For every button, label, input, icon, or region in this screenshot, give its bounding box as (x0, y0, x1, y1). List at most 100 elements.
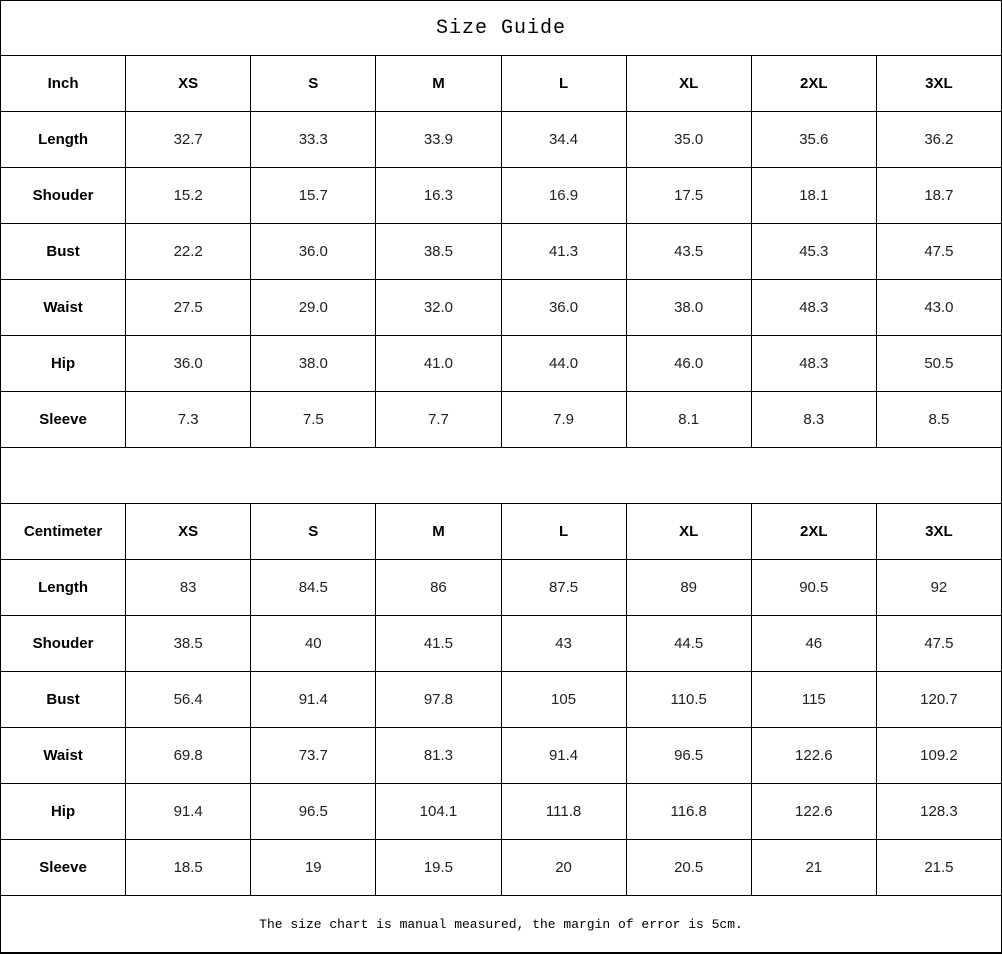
size-header-cell: 2XL (752, 56, 877, 111)
value-cell: 47.5 (924, 635, 954, 652)
value-cell: 7.3 (126, 392, 252, 447)
measure-label-cell: Length (1, 560, 127, 615)
size-header-cell: L (502, 504, 627, 559)
value-cell: 38.0 (251, 336, 377, 391)
measurement-row: Waist 27.5 29.0 32.0 36.0 38.0 48.3 43.0 (1, 280, 1001, 336)
measure-label-cell: Sleeve (1, 840, 127, 895)
value-cell: 8.3 (752, 392, 877, 447)
value-cell: 19.5 (376, 840, 502, 895)
value-cell: 22.2 (126, 224, 252, 279)
measure-label-cell: Sleeve (1, 392, 127, 447)
value-cell: 8.5 (928, 411, 950, 428)
value-cell: 44.0 (502, 336, 627, 391)
value-cell: 91.4 (502, 728, 627, 783)
value-cell: 122.6 (752, 728, 877, 783)
value-cell: 33.3 (251, 112, 377, 167)
unit-header-cell: Inch (1, 56, 127, 111)
value-cell: 81.3 (376, 728, 502, 783)
measurement-row: Hip 36.0 38.0 41.0 44.0 46.0 48.3 50.5 (1, 336, 1001, 392)
value-cell: 36.0 (126, 336, 252, 391)
value-cell: 111.8 (502, 784, 627, 839)
value-cell: 38.5 (376, 224, 502, 279)
value-cell: 69.8 (126, 728, 252, 783)
value-cell: 56.4 (126, 672, 252, 727)
value-cell: 18.1 (752, 168, 877, 223)
value-cell: 120.7 (920, 691, 958, 708)
size-header-cell: M (376, 504, 502, 559)
value-cell: 35.0 (627, 112, 752, 167)
value-cell: 91.4 (126, 784, 252, 839)
value-cell: 90.5 (752, 560, 877, 615)
measurement-row: Bust 22.2 36.0 38.5 41.3 43.5 45.3 47.5 (1, 224, 1001, 280)
inch-table: Inch XS S M L XL 2XL 3XL Length 32.7 33.3 33.9 34.4 3… (1, 56, 1001, 448)
unit-header-cell: Centimeter (1, 504, 127, 559)
value-cell: 41.5 (376, 616, 502, 671)
measurement-row: Hip 91.4 96.5 104.1 111.8 116.8 122.6 128.3 (1, 784, 1001, 840)
value-cell: 20 (502, 840, 627, 895)
size-header-cell: L (502, 56, 627, 111)
size-header-cell: 2XL (752, 504, 877, 559)
value-cell: 86 (376, 560, 502, 615)
value-cell: 38.0 (627, 280, 752, 335)
value-cell: 20.5 (627, 840, 752, 895)
value-cell: 36.2 (924, 131, 954, 148)
value-cell: 104.1 (376, 784, 502, 839)
measurement-row: Sleeve 18.5 19 19.5 20 20.5 21 21.5 (1, 840, 1001, 896)
value-cell: 17.5 (627, 168, 752, 223)
value-cell: 18.5 (126, 840, 252, 895)
value-cell: 110.5 (627, 672, 752, 727)
section-spacer (1, 448, 1001, 504)
measurement-row: Sleeve 7.3 7.5 7.7 7.9 8.1 8.3 8.5 (1, 392, 1001, 448)
value-cell: 73.7 (251, 728, 377, 783)
size-header-cell: 3XL (925, 523, 953, 540)
size-header-cell: XL (627, 56, 752, 111)
value-cell: 16.3 (376, 168, 502, 223)
value-cell: 21.5 (924, 859, 954, 876)
size-header-cell: XS (126, 56, 252, 111)
value-cell: 109.2 (920, 747, 958, 764)
value-cell: 44.5 (627, 616, 752, 671)
value-cell: 46 (752, 616, 877, 671)
value-cell: 84.5 (251, 560, 377, 615)
measurement-row: Length 83 84.5 86 87.5 89 90.5 92 (1, 560, 1001, 616)
value-cell: 48.3 (752, 280, 877, 335)
value-cell: 29.0 (251, 280, 377, 335)
value-cell: 91.4 (251, 672, 377, 727)
value-cell: 105 (502, 672, 627, 727)
value-cell: 83 (126, 560, 252, 615)
value-cell: 16.9 (502, 168, 627, 223)
value-cell: 34.4 (502, 112, 627, 167)
size-header-cell: S (251, 504, 377, 559)
value-cell: 33.9 (376, 112, 502, 167)
measurement-row: Waist 69.8 73.7 81.3 91.4 96.5 122.6 109.2 (1, 728, 1001, 784)
value-cell: 43.5 (627, 224, 752, 279)
value-cell: 32.0 (376, 280, 502, 335)
value-cell: 15.2 (126, 168, 252, 223)
measure-label-cell: Waist (1, 728, 127, 783)
measure-label-cell: Bust (1, 224, 127, 279)
measure-label-cell: Shouder (1, 168, 127, 223)
value-cell: 32.7 (126, 112, 252, 167)
value-cell: 48.3 (752, 336, 877, 391)
centimeter-table: Centimeter XS S M L XL 2XL 3XL Length 83 84.5 86 87.… (1, 504, 1001, 896)
measure-label-cell: Length (1, 112, 127, 167)
measure-label-cell: Hip (1, 784, 127, 839)
value-cell: 50.5 (924, 355, 954, 372)
value-cell: 128.3 (920, 803, 958, 820)
measurement-row: Shouder 15.2 15.7 16.3 16.9 17.5 18.1 18.7 (1, 168, 1001, 224)
value-cell: 27.5 (126, 280, 252, 335)
value-cell: 96.5 (251, 784, 377, 839)
value-cell: 18.7 (924, 187, 954, 204)
measure-label-cell: Bust (1, 672, 127, 727)
value-cell: 115 (752, 672, 877, 727)
value-cell: 122.6 (752, 784, 877, 839)
size-guide-title: Size Guide (1, 1, 1001, 56)
value-cell: 35.6 (752, 112, 877, 167)
value-cell: 38.5 (126, 616, 252, 671)
value-cell: 21 (752, 840, 877, 895)
measurement-row: Bust 56.4 91.4 97.8 105 110.5 115 120.7 (1, 672, 1001, 728)
measure-label-cell: Shouder (1, 616, 127, 671)
value-cell: 96.5 (627, 728, 752, 783)
value-cell: 36.0 (502, 280, 627, 335)
